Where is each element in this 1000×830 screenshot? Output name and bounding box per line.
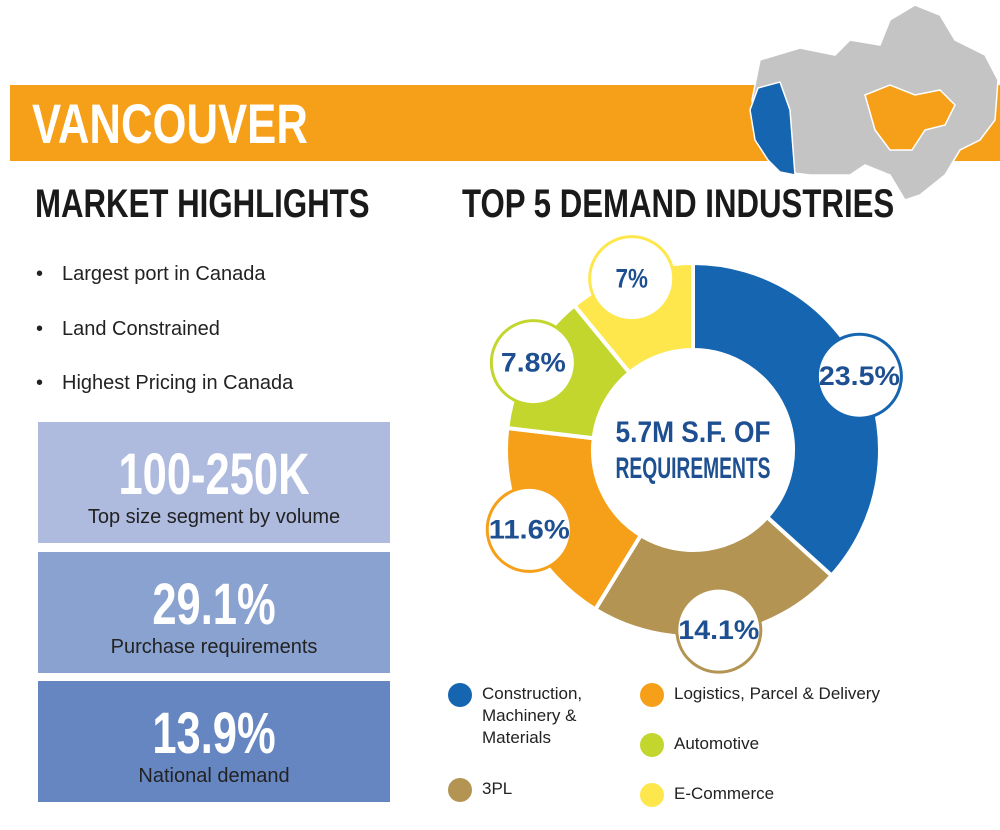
- stat-value: 29.1%: [152, 572, 276, 637]
- canada-map: [749, 4, 999, 201]
- label-bubble: [588, 235, 676, 323]
- section-title: MARKET HIGHLIGHTS: [35, 182, 370, 226]
- stat-label: Top size segment by volume: [87, 506, 341, 528]
- label-bubble: [815, 332, 903, 420]
- stat-label: National demand: [138, 765, 290, 787]
- value-label: 14.1%: [678, 615, 759, 645]
- legend-label: E-Commerce: [674, 784, 775, 803]
- stat-value: 13.9%: [152, 701, 276, 766]
- center-label: REQUIREMENTS: [616, 452, 771, 485]
- stat-value: 100-250K: [118, 442, 310, 507]
- legend-label: Construction, Machinery & Materials: [482, 684, 583, 747]
- center-circle: [595, 352, 791, 548]
- legend-swatch: [640, 733, 664, 757]
- value-label: 7%: [615, 264, 647, 294]
- legend-label: Logistics, Parcel & Delivery: [674, 684, 880, 703]
- bullet: Largest port in Canada: [36, 263, 265, 286]
- label-bubble: [675, 586, 763, 674]
- donut-segment: [592, 514, 835, 639]
- center-label: 5.7M S.F. OF: [616, 416, 771, 449]
- legend-label: Automotive: [674, 734, 760, 753]
- donut-segment: [504, 425, 644, 613]
- value-label: 11.6%: [489, 514, 570, 544]
- legend-swatch: [640, 783, 664, 807]
- stat-box: 100-250K Top size segment by volume: [38, 422, 390, 543]
- value-label: 23.5%: [819, 361, 900, 391]
- legend-swatch: [640, 683, 664, 707]
- legend-swatch: [448, 683, 472, 707]
- city-title: VANCOUVER: [32, 92, 308, 155]
- label-bubble: [489, 319, 577, 407]
- value-label: 7.8%: [501, 348, 566, 378]
- stat-box: 13.9% National demand: [38, 681, 390, 802]
- stat-label: Purchase requirements: [110, 636, 318, 658]
- bullet: Highest Pricing in Canada: [36, 372, 293, 395]
- chart-title: TOP 5 DEMAND INDUSTRIES: [462, 182, 895, 226]
- donut-segment: [691, 260, 882, 579]
- bullet: Land Constrained: [36, 318, 220, 341]
- stat-box: 29.1% Purchase requirements: [38, 552, 390, 673]
- label-bubble: [485, 485, 573, 573]
- legend-swatch: [448, 778, 472, 802]
- legend-label: 3PL: [482, 779, 513, 798]
